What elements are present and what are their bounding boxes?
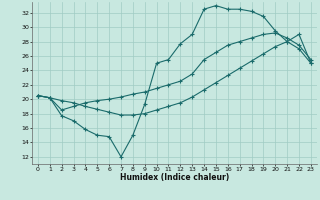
X-axis label: Humidex (Indice chaleur): Humidex (Indice chaleur): [120, 173, 229, 182]
